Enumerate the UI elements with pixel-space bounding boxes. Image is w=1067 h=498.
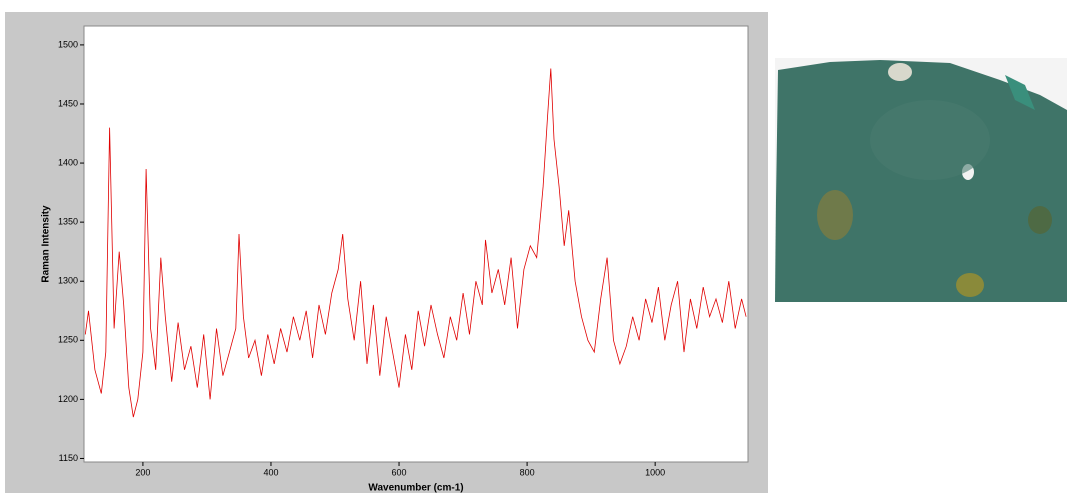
y-tick-label: 1150 [59, 453, 78, 463]
x-tick-label: 1000 [645, 467, 665, 477]
y-tick-label: 1500 [58, 39, 78, 49]
y-tick-label: 1350 [58, 217, 78, 227]
spectrum-line [84, 68, 747, 418]
x-axis-label: Wavenumber (cm-1) [368, 483, 463, 494]
y-axis-label: Raman Intensity [41, 205, 52, 283]
y-tick-label: 1200 [58, 394, 78, 404]
x-tick-label: 200 [135, 467, 150, 477]
y-tick-label: 1250 [58, 335, 78, 345]
x-tick-label: 600 [392, 467, 407, 477]
plot-area [83, 25, 749, 463]
y-tick-label: 1400 [58, 157, 78, 167]
y-tick-label: 1300 [58, 276, 78, 286]
x-tick-label: 800 [520, 467, 535, 477]
y-tick-label: 1450 [58, 98, 78, 108]
sample-photo [775, 58, 1067, 302]
x-tick-label: 400 [263, 467, 278, 477]
